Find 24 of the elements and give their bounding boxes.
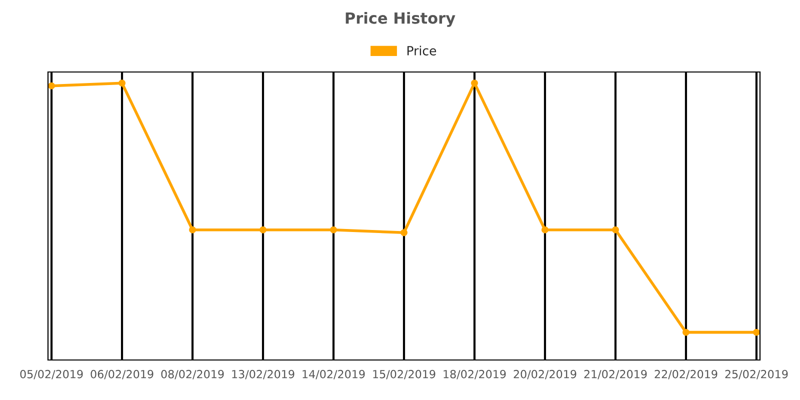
point — [612, 226, 619, 234]
point — [753, 328, 760, 336]
x-tick-label: 08/02/2019 — [161, 370, 224, 380]
point — [330, 226, 337, 234]
point — [471, 80, 478, 87]
point — [682, 328, 690, 336]
x-tick-label: 13/02/2019 — [232, 370, 294, 380]
point — [48, 82, 55, 90]
x-tick-label: 06/02/2019 — [90, 370, 154, 380]
x-tick-label: 18/02/2019 — [444, 370, 506, 380]
x-tick-label: 22/02/2019 — [654, 370, 718, 380]
point — [260, 226, 266, 234]
x-tick-label: 15/02/2019 — [373, 370, 436, 380]
point — [542, 226, 548, 234]
legend-label: Price — [407, 46, 436, 56]
point — [189, 226, 196, 234]
point — [118, 80, 126, 87]
x-tick-label: 25/02/2019 — [725, 370, 788, 380]
point — [400, 229, 408, 236]
x-tick-label: 14/02/2019 — [302, 370, 365, 380]
x-tick-label: 05/02/2019 — [20, 370, 83, 380]
chart-title: Price History — [346, 12, 456, 27]
x-tick-label: 21/02/2019 — [584, 370, 647, 380]
x-tick-label: 20/02/2019 — [514, 370, 576, 380]
